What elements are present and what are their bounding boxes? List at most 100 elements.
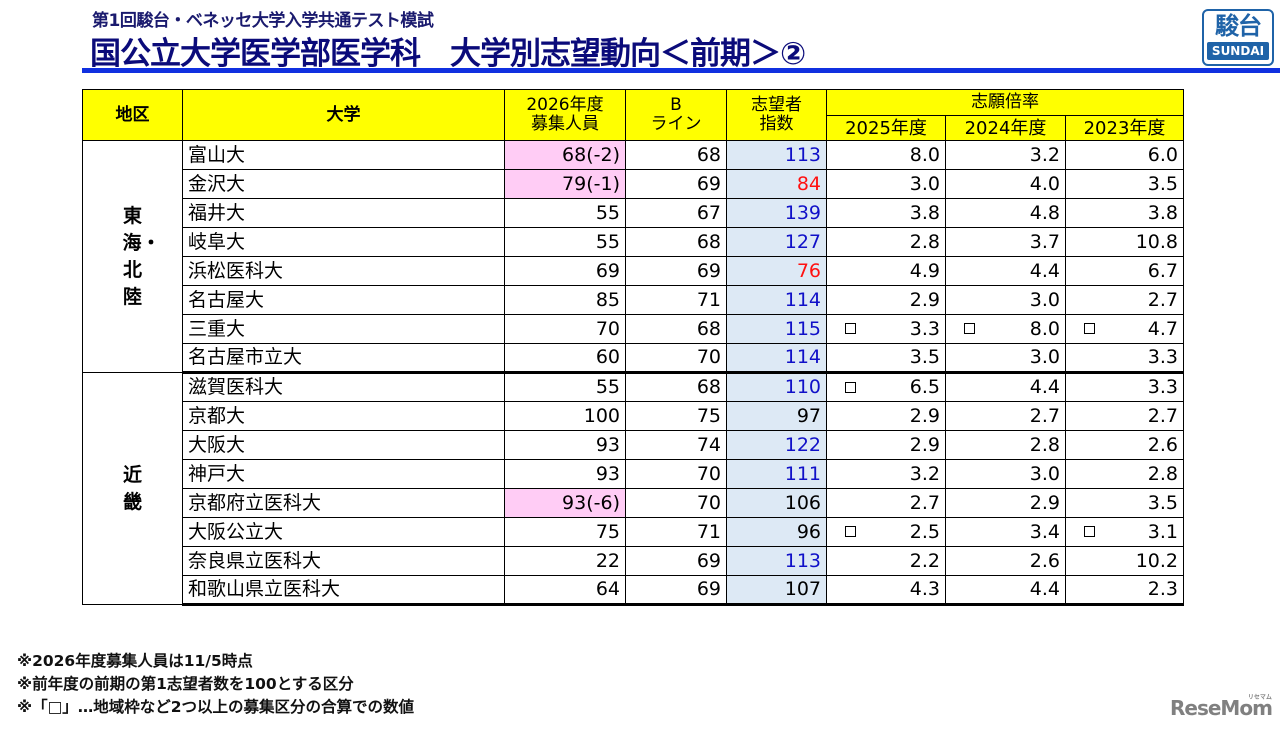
ratio-2025-value: 4.3	[909, 578, 940, 600]
report-subtitle: 第1回駿台・ベネッセ大学入学共通テスト模試	[92, 11, 434, 31]
ratio-2024-value: 4.4	[1029, 259, 1060, 282]
applicant-index-cell: 110	[726, 372, 827, 402]
ratio-2025-cell: 8.0	[826, 140, 946, 170]
capacity-cell: 100	[504, 401, 626, 431]
ratio-2025-value: 4.9	[909, 259, 940, 282]
ratio-2025-cell: 2.9	[826, 285, 946, 315]
table-row: 金沢大 79(-1) 69 84 3.0 4.0 3.5	[83, 169, 1184, 199]
bline-cell: 71	[625, 517, 727, 547]
ratio-2025-cell: 3.8	[826, 198, 946, 228]
bline-cell: 67	[625, 198, 727, 228]
applicant-index-cell: 84	[726, 169, 827, 199]
col-header-index-line2: 指数	[759, 114, 794, 134]
table-row: 近畿 滋賀医科大 55 68 110 6.5 4.4 3.3	[82, 372, 1184, 605]
ratio-2024-value: 3.0	[1029, 346, 1060, 368]
table-body: 東海・北陸 富山大 68(-2) 68 113 8.0 3.2 6.0 金沢大 79(-1) 69 8…	[82, 140, 1184, 606]
bline-cell: 69	[625, 169, 727, 199]
ratio-2023-value: 2.7	[1147, 288, 1178, 311]
col-header-index: 志望者 指数	[726, 89, 827, 141]
ratio-2025-value: 3.5	[909, 346, 940, 368]
col-header-region: 地区	[82, 89, 183, 141]
ratio-2024-cell: 2.8	[945, 430, 1066, 460]
ratio-2023-cell: 10.8	[1065, 227, 1184, 257]
ratio-2023-cell: 6.7	[1065, 256, 1184, 286]
ratio-2024-value: 2.6	[1029, 549, 1060, 572]
ratio-2024-value: 4.4	[1029, 578, 1060, 600]
university-name: 大阪公立大	[182, 517, 505, 547]
combined-quota-box-icon	[845, 382, 856, 393]
ratio-2023-cell: 3.1	[1065, 517, 1184, 547]
ratio-2025-cell: 3.3	[826, 314, 946, 344]
applicant-index-cell: 76	[726, 256, 827, 286]
ratio-2025-cell: 2.5	[826, 517, 946, 547]
footnote: ※2026年度募集人員は11/5時点	[17, 652, 253, 670]
ratio-2023-cell: 2.3	[1065, 575, 1184, 606]
capacity-cell: 93	[504, 459, 626, 489]
applicant-index-cell: 113	[726, 546, 827, 576]
ratio-2025-cell: 2.8	[826, 227, 946, 257]
capacity-cell: 93	[504, 430, 626, 460]
ratio-2023-value: 3.8	[1147, 201, 1178, 224]
col-header-capacity-line1: 2026年度	[526, 95, 604, 115]
footnotes: ※2026年度募集人員は11/5時点 ※前年度の前期の第1志望者数を100とする…	[17, 650, 414, 719]
ratio-2023-value: 3.3	[1147, 376, 1178, 398]
applicant-index-cell: 115	[726, 314, 827, 344]
applicant-index-cell: 111	[726, 459, 827, 489]
col-header-ratio-2024: 2024年度	[945, 115, 1066, 141]
region-cell: 東海・北陸	[82, 140, 183, 373]
ratio-2023-cell: 3.5	[1065, 488, 1184, 518]
bline-cell: 71	[625, 285, 727, 315]
ratio-2025-cell: 3.0	[826, 169, 946, 199]
ratio-2023-value: 3.1	[1147, 520, 1178, 543]
ratio-2025-value: 2.8	[909, 230, 940, 253]
ratio-2023-cell: 2.8	[1065, 459, 1184, 489]
ratio-2025-value: 3.8	[909, 201, 940, 224]
bline-cell: 70	[625, 488, 727, 518]
ratio-2025-value: 3.2	[909, 462, 940, 485]
university-name: 滋賀医科大	[182, 372, 505, 402]
table-row: 福井大 55 67 139 3.8 4.8 3.8	[83, 198, 1184, 228]
table-row: 岐阜大 55 68 127 2.8 3.7 10.8	[83, 227, 1184, 257]
university-name: 京都府立医科大	[182, 488, 505, 518]
sundai-logo: 駿台 SUNDAI	[1202, 9, 1274, 66]
ratio-2024-cell: 4.4	[945, 372, 1066, 402]
bline-cell: 70	[625, 459, 727, 489]
ratio-2023-cell: 2.7	[1065, 285, 1184, 315]
university-name: 大阪大	[182, 430, 505, 460]
table-row: 和歌山県立医科大 64 69 107 4.3 4.4 2.3	[83, 575, 1184, 606]
university-name: 福井大	[182, 198, 505, 228]
ratio-2025-cell: 2.9	[826, 430, 946, 460]
applicant-index-cell: 96	[726, 517, 827, 547]
university-name: 岐阜大	[182, 227, 505, 257]
university-name: 京都大	[182, 401, 505, 431]
applicant-trend-table: 地区 大学 2026年度 募集人員 B ライン 志望者 指数 志願倍率 2025…	[82, 89, 1184, 606]
ratio-2025-cell: 4.9	[826, 256, 946, 286]
university-name: 富山大	[182, 140, 505, 170]
ratio-2024-value: 2.9	[1029, 491, 1060, 514]
col-header-ratio-2025: 2025年度	[826, 115, 946, 141]
applicant-index-cell: 97	[726, 401, 827, 431]
ratio-2024-cell: 3.0	[945, 459, 1066, 489]
university-name: 奈良県立医科大	[182, 546, 505, 576]
combined-quota-box-icon	[1084, 526, 1095, 537]
ratio-2025-value: 2.9	[909, 288, 940, 311]
ratio-2024-value: 3.0	[1029, 462, 1060, 485]
col-header-capacity-line2: 募集人員	[531, 114, 599, 134]
university-name: 浜松医科大	[182, 256, 505, 286]
applicant-index-cell: 107	[726, 575, 827, 606]
ratio-2025-value: 8.0	[909, 143, 940, 166]
university-name: 名古屋大	[182, 285, 505, 315]
page-title: 国公立大学医学部医学科 大学別志望動向＜前期＞②	[90, 36, 806, 72]
col-header-capacity: 2026年度 募集人員	[504, 89, 626, 141]
ratio-2024-cell: 3.4	[945, 517, 1066, 547]
ratio-2025-value: 3.0	[909, 172, 940, 195]
ratio-2024-cell: 2.7	[945, 401, 1066, 431]
ratio-2025-cell: 2.9	[826, 401, 946, 431]
capacity-cell: 64	[504, 575, 626, 606]
ratio-2025-cell: 3.2	[826, 459, 946, 489]
applicant-index-cell: 139	[726, 198, 827, 228]
ratio-2024-cell: 2.9	[945, 488, 1066, 518]
bline-cell: 69	[625, 546, 727, 576]
table-row: 奈良県立医科大 22 69 113 2.2 2.6 10.2	[83, 546, 1184, 576]
ratio-2023-value: 4.7	[1147, 317, 1178, 340]
